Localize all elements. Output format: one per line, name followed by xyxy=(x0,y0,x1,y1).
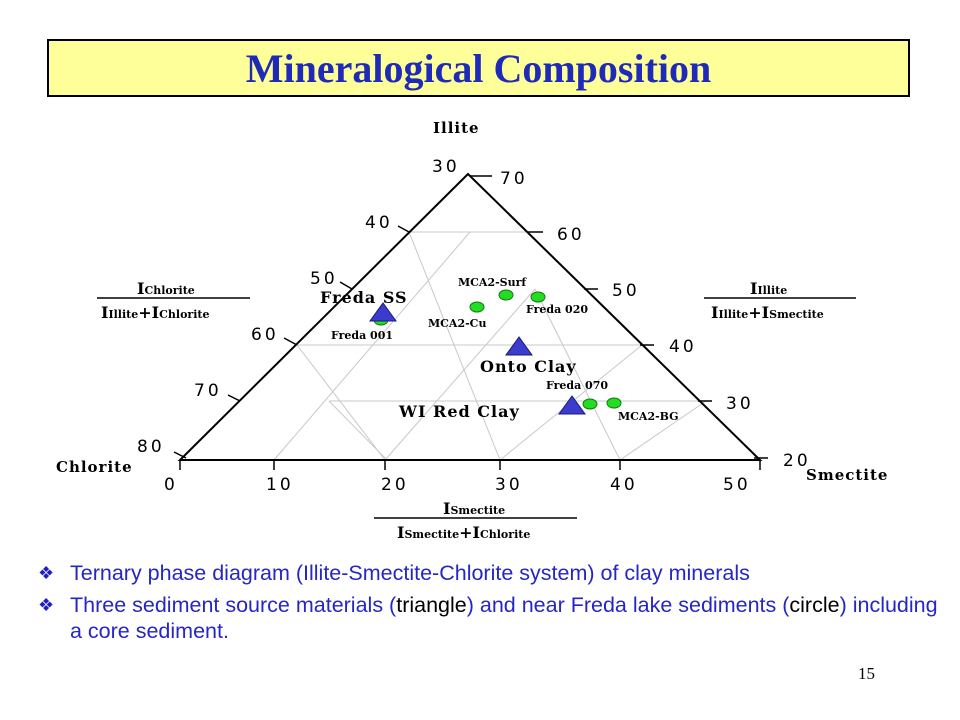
right-tick-60: 60 xyxy=(557,225,585,245)
bottom-tick-50: 50 xyxy=(723,475,751,495)
right-tick-20: 20 xyxy=(783,451,811,471)
circle-marker-freda-070 xyxy=(582,398,598,410)
bottom-tick-0: 0 xyxy=(164,475,178,495)
svg-text:ISmectite+IChlorite: ISmectite+IChlorite xyxy=(397,523,530,542)
page-number: 15 xyxy=(858,664,875,683)
bullet-text-1: Ternary phase diagram (Illite-Smectite-C… xyxy=(70,561,750,585)
diamond-bullet-icon: ❖ xyxy=(38,595,55,615)
triangle-marker-onto-clay xyxy=(505,336,533,356)
bottom-tick-30: 30 xyxy=(495,475,523,495)
formula-right: IIllite IIllite+ISmectite xyxy=(704,279,856,322)
bullet-item-1: ❖ Ternary phase diagram (Illite-Smectite… xyxy=(38,560,938,586)
left-tick-70: 70 xyxy=(194,381,222,401)
formula-left: IChlorite IIllite+IChlorite xyxy=(97,279,250,322)
ternary-diagram: 30 40 50 60 70 80 70 60 50 40 30 20 0 10… xyxy=(56,119,888,542)
label-onto-clay: Onto Clay xyxy=(480,357,577,376)
label-freda-001: Freda 001 xyxy=(331,329,393,342)
bullet-text-2: Three sediment source materials (triangl… xyxy=(70,593,938,643)
diamond-bullet-icon: ❖ xyxy=(38,563,55,583)
left-tick-60: 60 xyxy=(251,325,279,345)
source-markers xyxy=(369,302,586,415)
circle-marker-freda-020 xyxy=(530,291,546,303)
label-freda-070: Freda 070 xyxy=(546,379,608,392)
label-wi-red-clay: WI Red Clay xyxy=(398,402,520,421)
left-tick-30: 30 xyxy=(432,157,460,177)
circle-marker-mca2-bg xyxy=(606,397,622,409)
formula-bottom: ISmectite ISmectite+IChlorite xyxy=(374,499,577,542)
svg-text:IChlorite: IChlorite xyxy=(137,279,195,298)
vertex-label-chlorite: Chlorite xyxy=(56,458,133,476)
right-tick-40: 40 xyxy=(669,337,697,357)
vertex-label-illite: Illite xyxy=(433,119,480,137)
label-mca2-bg: MCA2-BG xyxy=(618,410,679,423)
triangle-marker-freda-ss xyxy=(369,302,397,322)
label-mca2-cu: MCA2-Cu xyxy=(428,317,486,330)
svg-text:IIllite: IIllite xyxy=(750,279,787,298)
label-mca2-surf: MCA2-Surf xyxy=(458,276,527,289)
right-tick-30: 30 xyxy=(726,394,754,414)
bottom-tick-20: 20 xyxy=(381,475,409,495)
left-tick-40: 40 xyxy=(365,213,393,233)
title-box: Mineralogical Composition xyxy=(47,39,910,97)
right-tick-50: 50 xyxy=(612,281,640,301)
slide-title: Mineralogical Composition xyxy=(245,45,712,91)
right-tick-70: 70 xyxy=(500,169,528,189)
svg-text:IIllite+ISmectite: IIllite+ISmectite xyxy=(711,303,824,322)
left-tick-80: 80 xyxy=(137,437,165,457)
label-freda-020: Freda 020 xyxy=(526,303,588,316)
vertex-label-smectite: Smectite xyxy=(806,466,888,484)
bullet-list: ❖ Ternary phase diagram (Illite-Smectite… xyxy=(38,560,938,650)
tick-marks xyxy=(173,175,768,470)
bullet-item-2: ❖ Three sediment source materials (trian… xyxy=(38,592,938,644)
left-tick-50: 50 xyxy=(310,269,338,289)
triangle-marker-wi-red-clay xyxy=(558,395,586,415)
circle-marker-mca2-surf xyxy=(498,289,514,301)
svg-text:IIllite+IChlorite: IIllite+IChlorite xyxy=(101,303,209,322)
triangle-outline xyxy=(177,172,763,461)
grid-lines xyxy=(273,231,707,461)
circle-marker-mca2-cu xyxy=(469,301,485,313)
svg-text:ISmectite: ISmectite xyxy=(443,499,505,518)
bottom-tick-10: 10 xyxy=(266,475,294,495)
bottom-tick-40: 40 xyxy=(610,475,638,495)
label-freda-ss: Freda SS xyxy=(320,288,408,307)
